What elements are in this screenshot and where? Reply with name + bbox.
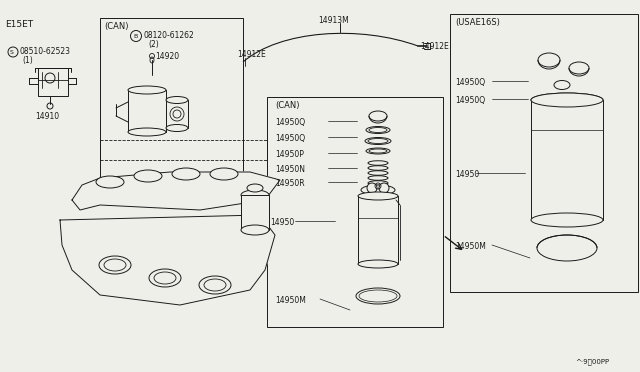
Ellipse shape [358, 192, 398, 200]
Bar [358, 196, 398, 264]
Bar [241, 195, 269, 230]
Circle shape [367, 183, 377, 193]
Text: 14950: 14950 [270, 218, 294, 227]
Text: 14950R: 14950R [275, 179, 305, 188]
Bar [166, 100, 188, 128]
Ellipse shape [356, 288, 400, 304]
Bar [531, 100, 603, 220]
Ellipse shape [99, 256, 131, 274]
Ellipse shape [554, 80, 570, 90]
Ellipse shape [210, 168, 238, 180]
Text: (2): (2) [148, 40, 159, 49]
Ellipse shape [134, 170, 162, 182]
Ellipse shape [537, 235, 597, 261]
Ellipse shape [358, 260, 398, 268]
Bar [128, 90, 166, 132]
Polygon shape [60, 215, 275, 305]
Ellipse shape [361, 185, 395, 195]
Text: 14913M: 14913M [318, 16, 349, 25]
Ellipse shape [365, 138, 391, 144]
Bar [450, 14, 638, 292]
Text: 14950M: 14950M [455, 242, 486, 251]
Polygon shape [72, 172, 280, 210]
Ellipse shape [149, 269, 181, 287]
Text: 14950Q: 14950Q [275, 118, 305, 127]
Ellipse shape [128, 128, 166, 136]
Text: 14950: 14950 [455, 170, 479, 179]
Text: 14950Q: 14950Q [455, 96, 485, 105]
Text: (1): (1) [22, 56, 33, 65]
Circle shape [379, 183, 389, 193]
Text: B: B [133, 33, 137, 38]
Ellipse shape [247, 184, 263, 192]
Text: (CAN): (CAN) [275, 101, 300, 110]
Ellipse shape [531, 213, 603, 227]
Ellipse shape [128, 86, 166, 94]
Bar [100, 18, 243, 180]
Text: 14950M: 14950M [275, 296, 306, 305]
Text: 14950Q: 14950Q [275, 134, 305, 143]
Bar [267, 97, 443, 327]
Ellipse shape [204, 279, 226, 291]
Text: 14912E: 14912E [420, 42, 449, 51]
Ellipse shape [538, 53, 560, 67]
Text: 14950Q: 14950Q [455, 78, 485, 87]
Text: 14910: 14910 [35, 112, 59, 121]
Ellipse shape [172, 168, 200, 180]
Text: 08510-62523: 08510-62523 [19, 47, 70, 56]
Text: 08120-61262: 08120-61262 [143, 31, 194, 40]
Text: S: S [10, 49, 14, 55]
Ellipse shape [166, 125, 188, 131]
Ellipse shape [531, 93, 603, 107]
Ellipse shape [366, 126, 390, 134]
Text: (CAN): (CAN) [104, 22, 129, 31]
Text: 14950N: 14950N [275, 165, 305, 174]
Bar [38, 68, 68, 96]
Ellipse shape [154, 272, 176, 284]
Ellipse shape [241, 190, 269, 200]
Text: ^·9）00PP: ^·9）00PP [575, 358, 609, 365]
Ellipse shape [241, 225, 269, 235]
Ellipse shape [96, 176, 124, 188]
Ellipse shape [531, 93, 603, 107]
Text: 14920: 14920 [155, 52, 179, 61]
Text: (USAE16S): (USAE16S) [455, 18, 500, 27]
Text: 14912E: 14912E [237, 50, 266, 59]
Text: 14950P: 14950P [275, 150, 304, 159]
Text: E15ET: E15ET [5, 20, 33, 29]
Ellipse shape [199, 276, 231, 294]
Ellipse shape [166, 96, 188, 103]
Ellipse shape [569, 62, 589, 74]
Ellipse shape [104, 259, 126, 271]
Ellipse shape [366, 148, 390, 154]
Ellipse shape [369, 111, 387, 121]
